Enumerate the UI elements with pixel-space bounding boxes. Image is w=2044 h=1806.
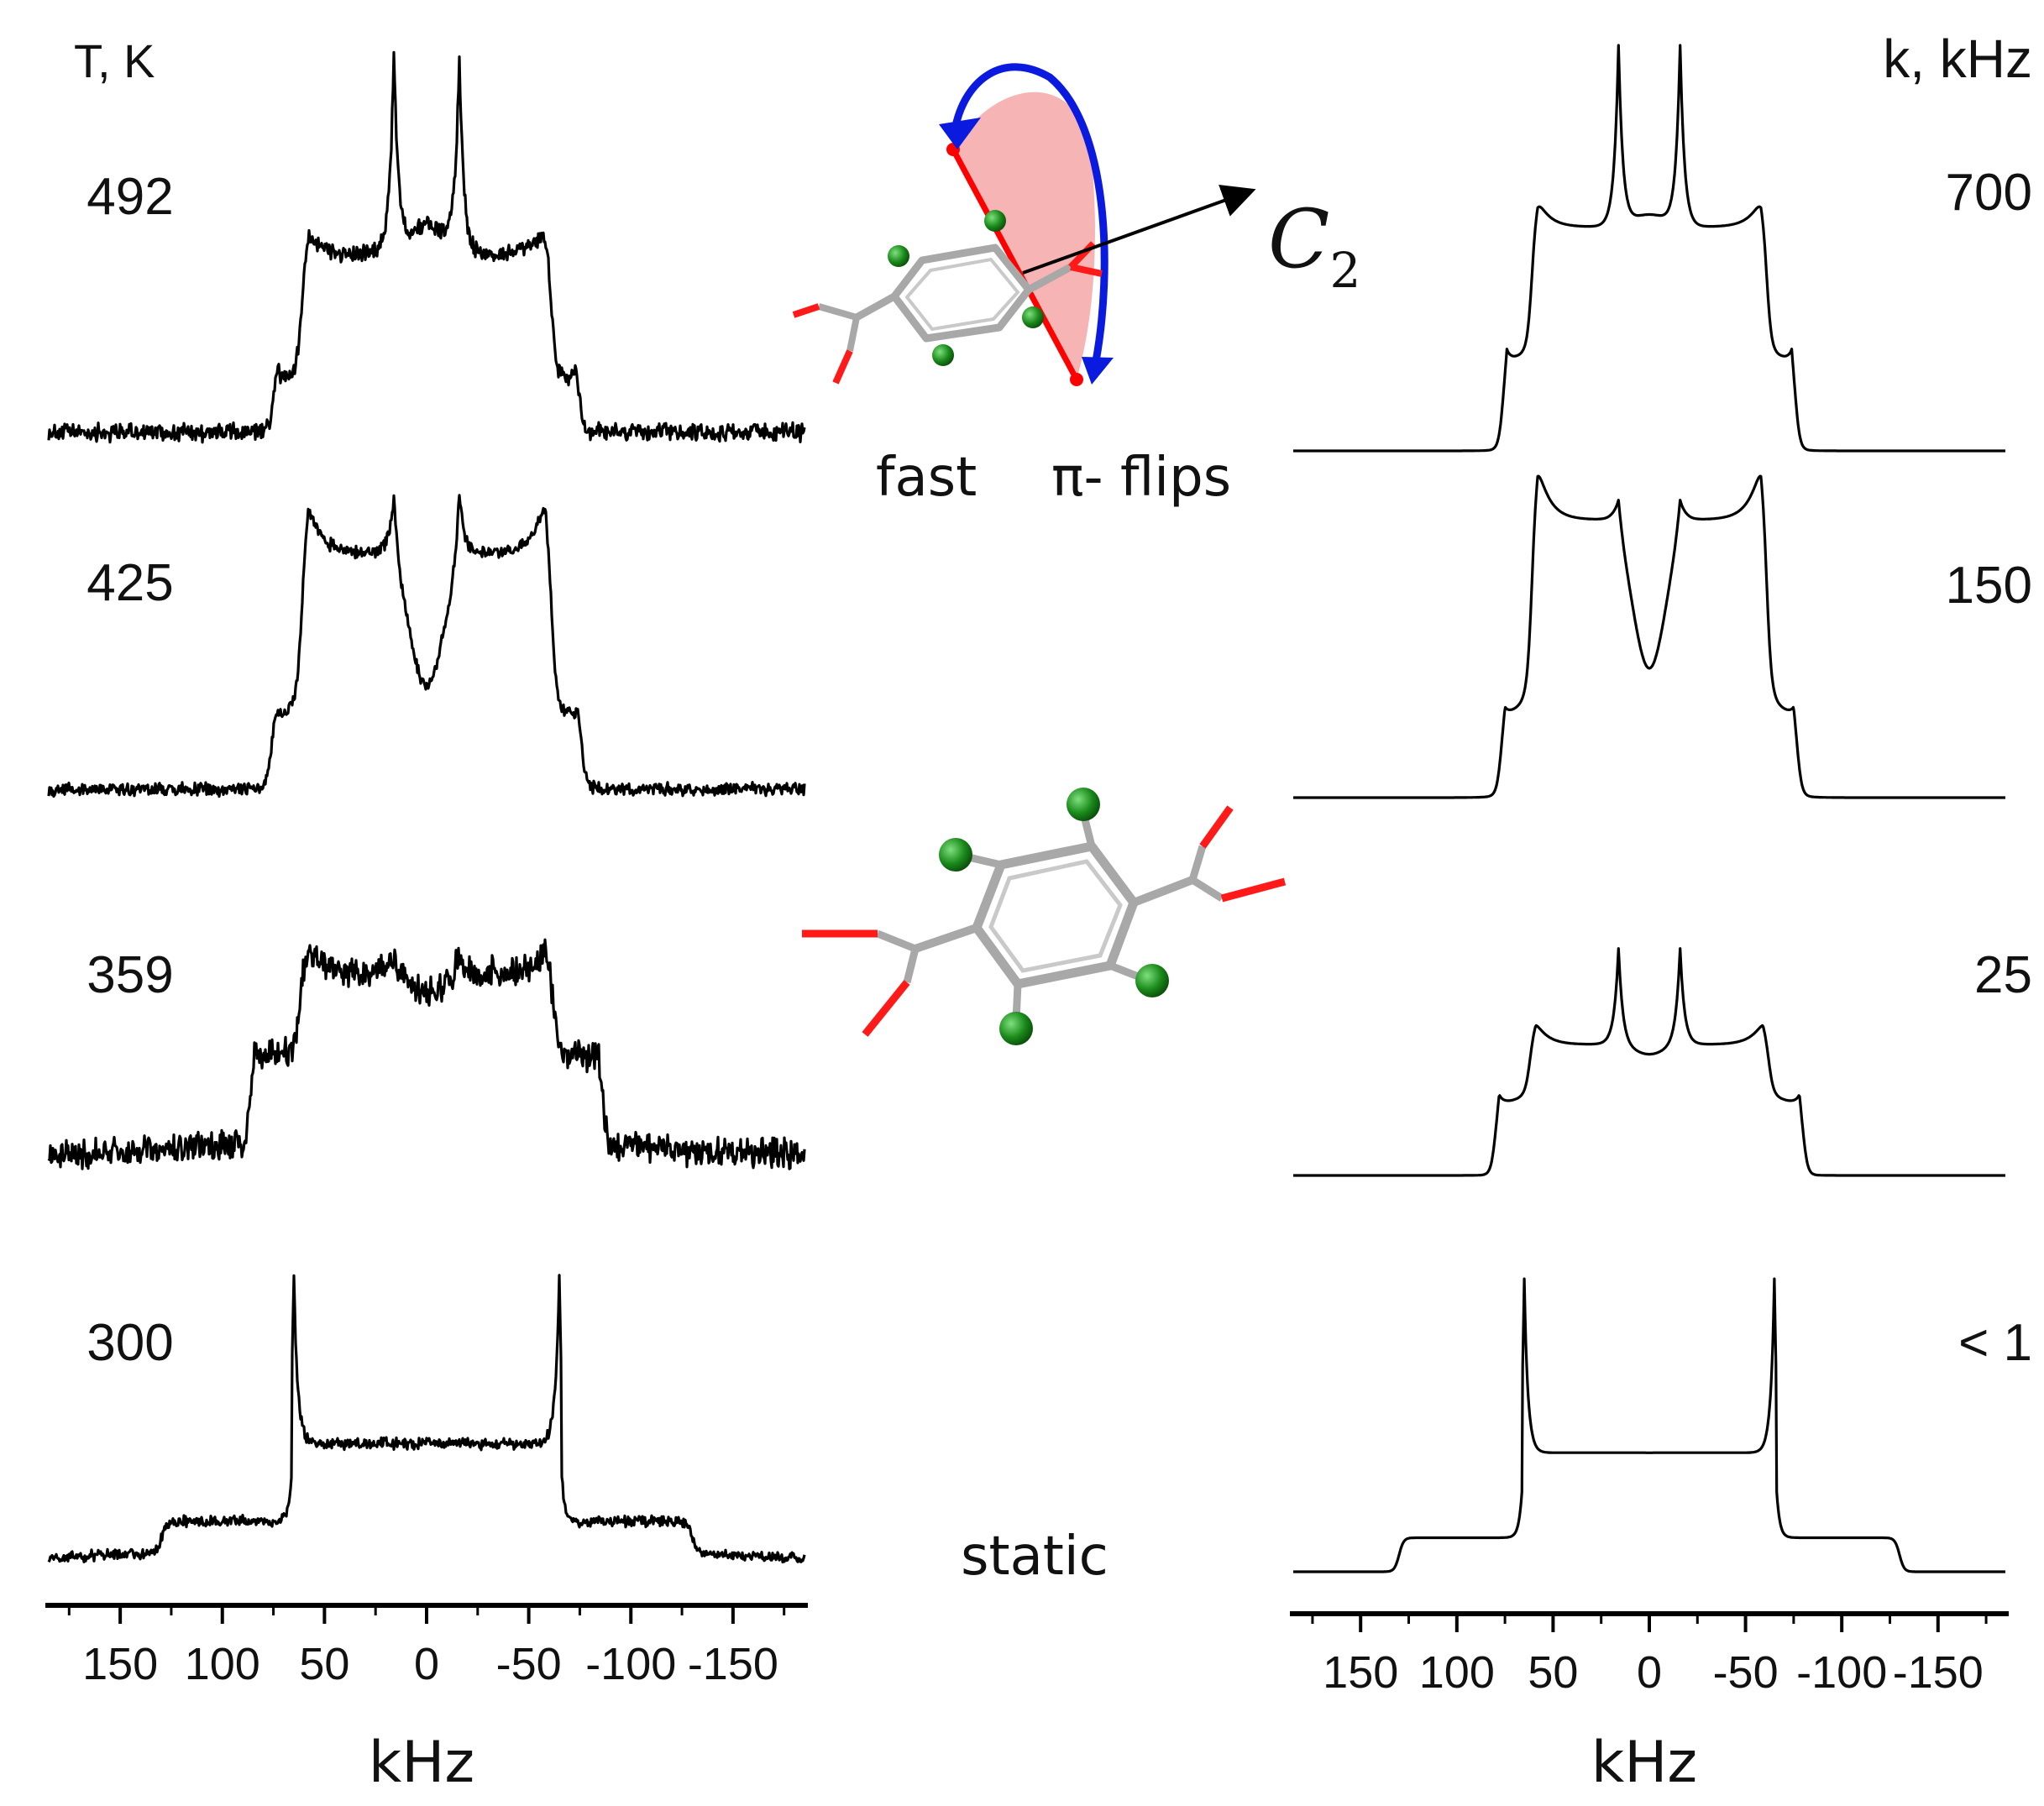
static-right-o1-red [1199,805,1234,849]
rotation-arrowhead-bottom-icon [1082,357,1114,385]
experimental-spectra-panel: T, K 492 425 359 300 150 100 50 0 -50 -100 -150 k… [45,34,808,1796]
x-tick-label: -150 [688,1639,778,1689]
simulated-traces [1292,44,2006,1573]
x-tick-label: 50 [299,1639,349,1689]
static-molecule-illustration: static [802,788,1287,1588]
rate-labels: 700 150 25 < 1 [1946,164,2032,1372]
temperature-label: 359 [86,946,173,1004]
spectrum-trace-1 [1292,1277,2006,1573]
carboxyl-o-right2-red [1070,264,1103,277]
rate-label: 700 [1946,164,2032,222]
carboxyl-bond-left [854,293,897,321]
carboxyl-o1-left [817,303,858,321]
deuterium-atom [932,344,954,366]
rotation-sweep [953,92,1095,380]
carboxyl-bond-right [1026,264,1073,293]
x-tick-label: 100 [185,1639,260,1689]
rate-label: 150 [1946,557,2032,615]
spectrum-trace-700 [1292,44,2006,453]
rotation-arrow-icon [951,63,1108,362]
static-left-o2 [903,947,920,984]
c2-axis-arrow [1022,184,1256,275]
left-x-axis-label: kHz [369,1730,474,1796]
pi-flip-illustration: C2 fast π- flips [792,63,1360,509]
deuterium-atom [1135,964,1169,997]
deuterium-atom [888,245,909,267]
x-tick-label: 150 [82,1639,158,1689]
deuterium-atom [939,838,972,872]
flip-axis-end-bottom [1070,373,1083,386]
temperature-header: T, K [74,34,155,87]
static-left-o1 [876,929,917,953]
rate-label: 25 [1974,946,2032,1004]
right-x-axis: 150 100 50 0 -50 -100 -150 [1290,1611,2009,1698]
x-tick-label: 0 [414,1639,439,1689]
spectrum-trace-25 [1292,947,2006,1177]
spectrum-trace-150 [1292,474,2006,799]
right-x-axis-label: kHz [1591,1730,1697,1796]
spectrum-trace-300 [47,1274,806,1564]
spectrum-trace-425 [47,494,806,798]
x-tick-label: -50 [496,1639,562,1689]
x-tick-label: 0 [1637,1647,1662,1698]
carboxyl-o2-left [846,317,860,352]
temperature-label: 492 [86,168,173,226]
rate-label: < 1 [1958,1314,2032,1372]
carboxyl-o1-left-red [792,303,820,318]
static-right-o1 [1188,845,1207,882]
c2-axis-label: C2 [1268,192,1360,299]
x-tick-label: -100 [1796,1647,1887,1698]
deuterium-atom [999,1012,1033,1045]
experimental-traces [47,50,806,1564]
static-left-o2-red [862,980,910,1037]
x-tick-label: 100 [1419,1647,1495,1698]
benzene-ring-inner [988,859,1123,973]
deuterium-atom [1067,788,1100,821]
pi-flips-label: π- flips [1051,447,1231,509]
flip-axis-line [950,148,1080,381]
benzene-ring-inner [904,257,1020,332]
deuterium-atom [984,210,1006,232]
fast-label: fast [876,447,977,509]
x-tick-label: -150 [1893,1647,1984,1698]
carboxyl-o2-left-red [832,349,853,385]
static-label: static [961,1526,1108,1588]
spectrum-trace-359 [47,938,806,1170]
left-x-axis: 150 100 50 0 -50 -100 -150 [45,1603,808,1689]
static-right-o2-red [1220,877,1287,903]
deuterium-atom [1022,306,1044,328]
spectrum-trace-492 [47,50,806,444]
rotation-arrowhead-top-icon [939,118,981,149]
x-tick-label: -100 [585,1639,676,1689]
temperature-label: 425 [86,554,173,612]
static-right-o2 [1190,877,1224,902]
static-carboxyl-bond-right [1132,876,1194,907]
x-tick-label: -50 [1713,1647,1779,1698]
rate-header: k, kHz [1883,29,2032,89]
temperature-label: 300 [86,1314,173,1372]
x-tick-label: 50 [1528,1647,1578,1698]
temperature-labels: 492 425 359 300 [86,168,173,1372]
x-tick-label: 150 [1323,1647,1398,1698]
static-carboxyl-bond-left [914,924,978,953]
